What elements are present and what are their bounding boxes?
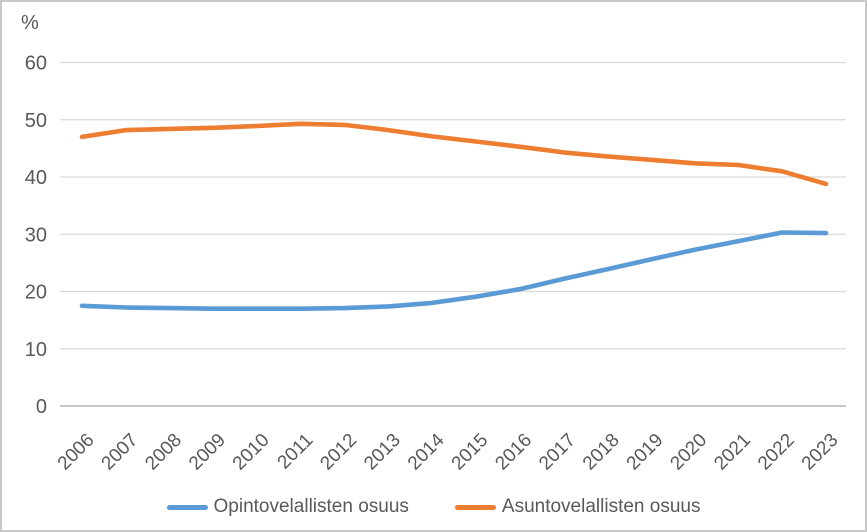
legend-label-asuntovelalliset: Asuntovelallisten osuus bbox=[501, 496, 701, 517]
x-tick-label-2008: 2008 bbox=[141, 430, 186, 475]
legend: Opintovelallisten osuus Asuntovelalliste… bbox=[2, 496, 865, 518]
x-tick-label-2018: 2018 bbox=[579, 430, 624, 475]
legend-item-asuntovelalliset[interactable]: Asuntovelallisten osuus bbox=[454, 496, 701, 518]
y-tick-label-40: 40 bbox=[25, 167, 47, 189]
x-tick-label-2007: 2007 bbox=[98, 430, 143, 475]
y-tick-label-0: 0 bbox=[36, 396, 47, 418]
x-tick-label-2015: 2015 bbox=[448, 430, 493, 475]
y-tick-label-60: 60 bbox=[25, 53, 47, 75]
x-tick-label-2013: 2013 bbox=[360, 430, 405, 475]
x-tick-label-2012: 2012 bbox=[316, 430, 361, 475]
y-tick-label-20: 20 bbox=[25, 282, 47, 304]
legend-item-opintovelalliset[interactable]: Opintovelallisten osuus bbox=[166, 496, 409, 518]
x-tick-label-2021: 2021 bbox=[710, 430, 755, 475]
y-tick-label-50: 50 bbox=[25, 110, 47, 132]
y-tick-label-10: 10 bbox=[25, 339, 47, 361]
x-tick-label-2020: 2020 bbox=[666, 430, 711, 475]
x-tick-label-2006: 2006 bbox=[54, 430, 99, 475]
legend-label-opintovelalliset: Opintovelallisten osuus bbox=[213, 496, 409, 517]
series-line-1-asuntovelallisten[interactable] bbox=[79, 121, 829, 187]
legend-line-swatch-asuntovelalliset bbox=[454, 504, 496, 510]
x-tick-label-2022: 2022 bbox=[754, 430, 799, 475]
x-tick-label-2019: 2019 bbox=[623, 430, 668, 475]
x-tick-label-2016: 2016 bbox=[491, 430, 536, 475]
x-tick-label-2009: 2009 bbox=[185, 430, 230, 475]
y-axis-unit-label: % bbox=[21, 12, 39, 34]
legend-line-swatch-opintovelalliset bbox=[166, 504, 208, 510]
y-tick-label-30: 30 bbox=[25, 224, 47, 246]
series-line-0-opintovelallisten[interactable] bbox=[79, 230, 829, 312]
x-tick-label-2023: 2023 bbox=[798, 430, 843, 475]
x-tick-label-2011: 2011 bbox=[274, 430, 318, 474]
x-tick-label-2017: 2017 bbox=[535, 430, 580, 475]
x-tick-label-2014: 2014 bbox=[404, 429, 449, 474]
x-tick-label-2010: 2010 bbox=[229, 430, 274, 475]
